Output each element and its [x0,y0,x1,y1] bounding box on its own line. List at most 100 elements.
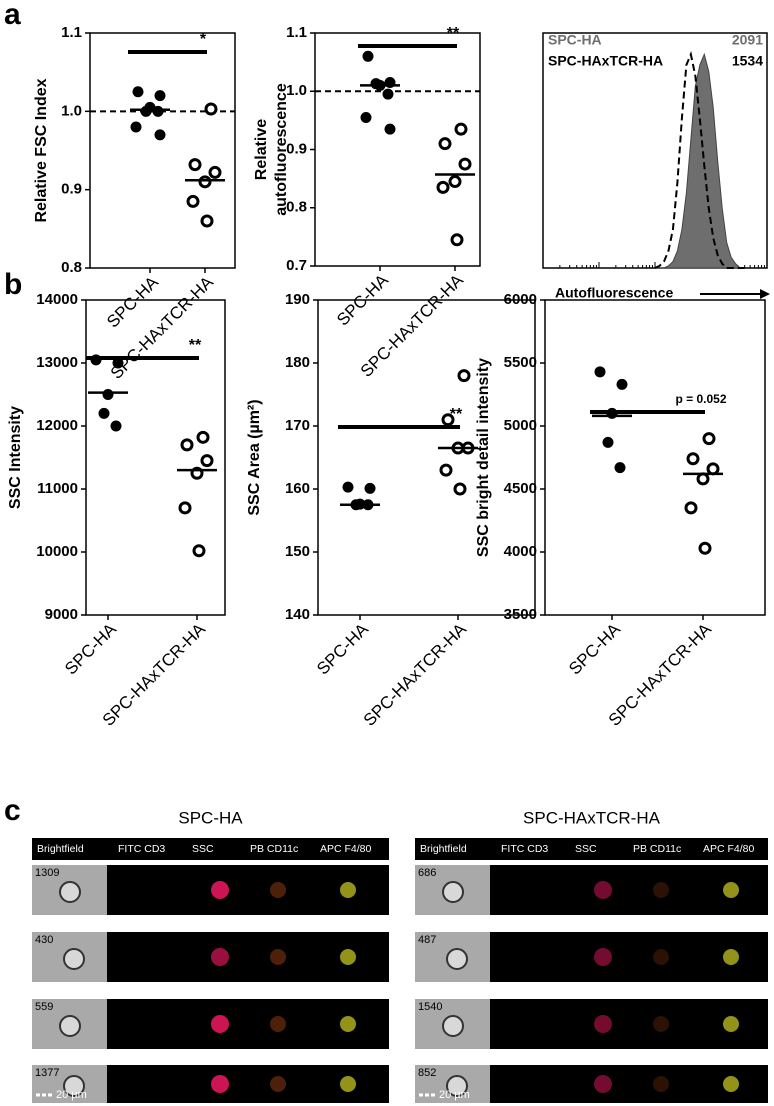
y-tick-label: 140 [285,606,310,623]
data-point [696,472,710,486]
data-point [441,413,455,427]
fluorescence-signal [211,1075,229,1093]
data-point [198,175,212,189]
column-header: SSC [192,843,214,855]
y-tick-label: 14000 [36,291,78,308]
significance-label: ** [447,25,460,42]
fluorescence-signal [211,1015,229,1033]
event-id: 1540 [418,1001,442,1013]
event-id: 852 [418,1067,436,1079]
data-point [706,462,720,476]
fluorescence-signal [653,1016,669,1032]
scale-bar-label: 20 µm [439,1089,470,1101]
data-point [616,378,628,390]
plot-frame [89,32,236,269]
y-tick-label: 170 [285,417,310,434]
cell [446,1075,468,1097]
data-point [204,102,218,116]
data-point [684,501,698,515]
cell [59,881,81,903]
fluorescence-signal [270,1076,286,1092]
y-tick-label: 0.9 [286,140,307,157]
data-point [457,369,471,383]
fluorescence-signal [723,1076,739,1092]
data-point [154,90,166,102]
panel-title: SPC-HA [178,808,243,827]
data-point [458,157,472,171]
significance-label: ** [189,337,202,354]
y-tick-label: 0.9 [61,181,82,198]
column-header: FITC CD3 [501,843,548,855]
data-point [594,366,606,378]
y-tick-label: 4000 [504,543,537,560]
data-point [132,86,144,98]
data-point [436,180,450,194]
y-tick-label: 150 [285,543,310,560]
data-point [450,233,464,247]
y-tick-label: 0.8 [286,199,307,216]
data-point [364,482,376,494]
data-point [362,50,374,62]
arrow-head [760,289,770,299]
y-axis-label: SSC Area (µm²) [246,399,263,515]
data-point [110,420,122,432]
fluorescence-signal [594,1015,612,1033]
cell [442,1015,464,1037]
data-point [200,454,214,468]
column-header: APC F4/80 [703,843,755,855]
x-tick-label: SPC-HA [313,619,372,678]
y-tick-label: 1.0 [286,82,307,99]
panel-label: c [4,794,21,827]
data-point [698,541,712,555]
fluorescence-signal [723,1016,739,1032]
panel-title: SPC-HAxTCR-HA [523,808,661,827]
data-point [702,432,716,446]
data-point [208,165,222,179]
data-point [196,430,210,444]
header-bar [415,838,768,860]
column-header: Brightfield [37,843,84,855]
fluorescence-signal [653,882,669,898]
data-point [186,194,200,208]
column-header: APC F4/80 [320,843,372,855]
x-tick-label: SPC-HA [565,619,624,678]
fluorescence-signal [270,882,286,898]
event-id: 487 [418,934,436,946]
y-tick-label: 9000 [45,606,78,623]
data-point [360,111,372,123]
data-point [342,481,354,493]
cell [442,881,464,903]
y-tick-label: 160 [285,480,310,497]
data-point [140,105,152,117]
fluorescence-signal [594,1075,612,1093]
y-tick-label: 13000 [36,354,78,371]
y-tick-label: 0.7 [286,257,307,274]
fluorescence-signal [211,948,229,966]
fluorescence-signal [594,948,612,966]
column-header: PB CD11c [633,843,681,855]
cell [446,948,468,970]
event-id: 559 [35,1001,53,1013]
y-tick-label: 0.8 [61,259,82,276]
plot-frame [544,299,766,616]
fluorescence-signal [270,949,286,965]
legend-label: SPC-HA [548,32,602,48]
cell [59,1015,81,1037]
data-point [454,122,468,136]
cell [63,1075,85,1097]
event-id: 1377 [35,1067,59,1079]
y-tick-label: 5000 [504,417,537,434]
y-tick-label: 1.0 [61,102,82,119]
data-point [382,88,394,100]
data-point [453,482,467,496]
legend-value: 2091 [732,32,763,48]
y-axis-label: autofluorescence [273,83,290,216]
column-header: PB CD11c [250,843,298,855]
data-point [102,389,114,400]
fluorescence-signal [594,881,612,899]
fluorescence-signal [340,949,356,965]
fluorescence-signal [723,882,739,898]
plot-frame [85,299,226,616]
